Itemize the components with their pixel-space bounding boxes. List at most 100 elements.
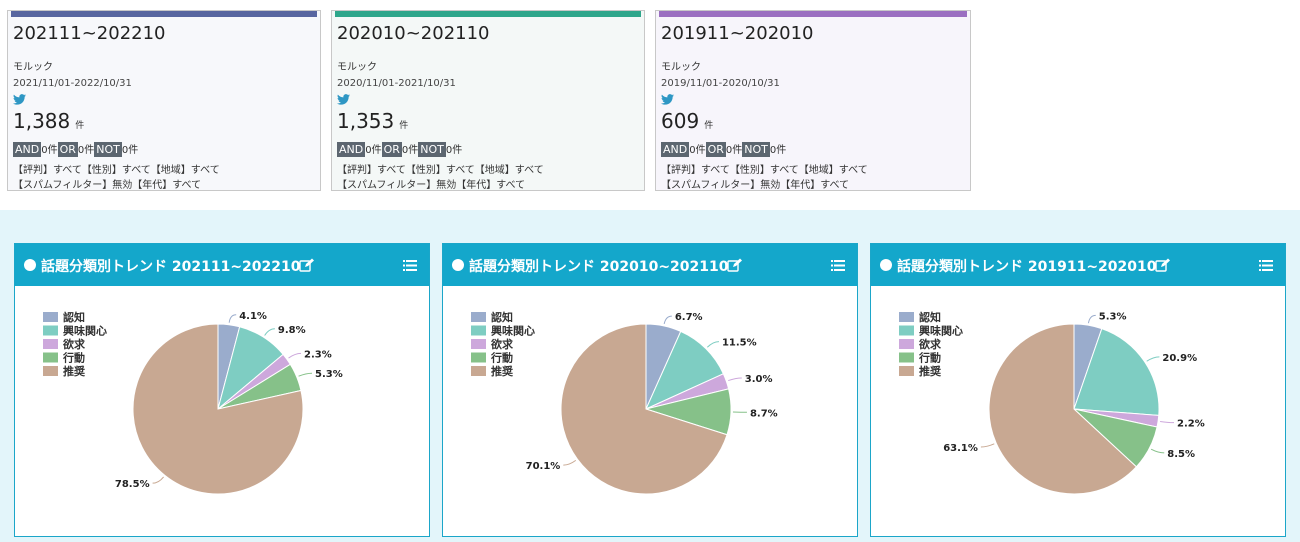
card-accent-bar [11, 11, 317, 17]
card-keyword: モルック [337, 62, 377, 73]
legend-swatch [43, 312, 58, 322]
pie-slice [988, 323, 1138, 495]
and-tag: AND [661, 142, 690, 157]
panel-title: 話題分類別トレンド 202010~202110 [469, 259, 729, 275]
card-period: 2020/11/01-2021/10/31 [337, 78, 456, 89]
data-label: 5.3% [1099, 311, 1127, 322]
chart-panel-1: 話題分類別トレンド 202111~202210 認知 興味関心 欲求 行動 推奨 4.1%… [14, 243, 430, 537]
data-label: 63.1% [943, 443, 978, 454]
data-label: 6.7% [675, 312, 703, 323]
label-connector [563, 459, 577, 466]
menu-list-icon[interactable] [1259, 260, 1273, 271]
chart-panel-3: 話題分類別トレンド 201911~202010 認知 興味関心 欲求 行動 推奨 5.3%… [870, 243, 1286, 537]
card-count-unit: 件 [704, 121, 714, 131]
legend-label: 認知 [63, 310, 85, 324]
not-count: 0件 [121, 145, 139, 156]
card-count-value: 609 [661, 109, 700, 133]
data-label: 20.9% [1162, 353, 1197, 364]
twitter-bird-icon [337, 94, 350, 105]
legend-label: 興味関心 [491, 324, 535, 338]
card-count: 609 件 [661, 109, 713, 133]
legend-label: 興味関心 [919, 324, 963, 338]
label-connector [298, 372, 312, 377]
not-count: 0件 [769, 145, 787, 156]
card-conditions-line-1: 【評判】すべて【性別】すべて【地域】すべて [337, 165, 544, 176]
data-label: 8.5% [1167, 449, 1195, 460]
legend-swatch [43, 325, 58, 336]
bullet-icon [880, 259, 892, 271]
card-conditions-line-2: 【スパムフィルター】無効【年代】すべて [13, 180, 202, 191]
label-connector [1150, 448, 1165, 454]
label-connector [152, 476, 164, 484]
card-operators: AND 0件 OR 0件 NOT 0件 [337, 141, 463, 157]
panel-header: 話題分類別トレンド 202111~202210 [15, 244, 429, 286]
card-conditions-line-2: 【スパムフィルター】無効【年代】すべて [337, 180, 526, 191]
label-connector [1160, 421, 1175, 424]
card-keyword: モルック [13, 62, 53, 73]
legend-swatch [43, 366, 58, 376]
not-tag: NOT [418, 142, 446, 157]
legend-swatch [471, 366, 486, 376]
legend-label: 興味関心 [63, 324, 107, 338]
card-accent-bar [335, 11, 641, 17]
and-count: 0件 [365, 145, 382, 156]
and-tag: AND [13, 142, 42, 157]
data-label: 5.3% [315, 369, 343, 380]
card-count: 1,353 件 [337, 109, 408, 133]
card-keyword: モルック [661, 62, 701, 73]
and-count: 0件 [41, 145, 58, 156]
edit-icon[interactable] [727, 258, 743, 272]
menu-list-icon[interactable] [831, 260, 845, 271]
card-operators: AND 0件 OR 0件 NOT 0件 [13, 141, 139, 157]
legend-label: 推奨 [63, 364, 86, 378]
twitter-bird-icon [13, 94, 26, 105]
legend-swatch [899, 325, 914, 336]
data-label: 2.3% [304, 349, 332, 360]
data-label: 4.1% [239, 311, 267, 322]
pie-slice [132, 323, 304, 495]
card-count-value: 1,353 [337, 109, 395, 133]
legend-label: 推奨 [491, 364, 514, 378]
card-conditions-line-2: 【スパムフィルター】無効【年代】すべて [661, 180, 850, 191]
legend-label: 行動 [918, 351, 941, 365]
legend-swatch [899, 366, 914, 376]
data-label: 78.5% [115, 479, 150, 490]
card-period: 2021/11/01-2022/10/31 [13, 78, 132, 89]
panel-title: 話題分類別トレンド 202111~202210 [41, 259, 301, 275]
legend-swatch [471, 325, 486, 336]
data-label: 11.5% [722, 338, 757, 349]
or-count: 0件 [77, 145, 95, 156]
menu-list-icon[interactable] [403, 260, 417, 271]
legend-swatch [899, 312, 914, 322]
or-tag: OR [705, 142, 726, 157]
card-range: 201911~202010 [661, 23, 814, 44]
card-range: 202010~202110 [337, 23, 490, 44]
data-label: 9.8% [278, 325, 306, 336]
edit-icon[interactable] [299, 258, 315, 272]
legend-label: 欲求 [490, 337, 514, 351]
label-connector [1146, 356, 1160, 362]
legend-swatch [471, 312, 486, 322]
label-connector [980, 443, 995, 448]
edit-icon[interactable] [1155, 258, 1171, 272]
legend-swatch [43, 339, 58, 349]
or-tag: OR [57, 142, 78, 157]
legend-label: 認知 [919, 310, 941, 324]
label-connector [1087, 314, 1096, 324]
panel-header: 話題分類別トレンド 202010~202110 [443, 244, 857, 286]
twitter-bird-icon [661, 94, 674, 105]
or-count: 0件 [725, 145, 743, 156]
pie-slice [560, 323, 728, 495]
legend-swatch [899, 339, 914, 349]
panel-header: 話題分類別トレンド 201911~202010 [871, 244, 1285, 286]
card-range: 202111~202210 [13, 23, 166, 44]
label-connector [663, 315, 672, 325]
label-connector [228, 314, 237, 323]
summary-card-1: 202111~202210 モルック 2021/11/01-2022/10/31… [7, 10, 321, 191]
legend-label: 認知 [491, 310, 513, 324]
not-count: 0件 [445, 145, 463, 156]
card-conditions-line-1: 【評判】すべて【性別】すべて【地域】すべて [13, 165, 220, 176]
